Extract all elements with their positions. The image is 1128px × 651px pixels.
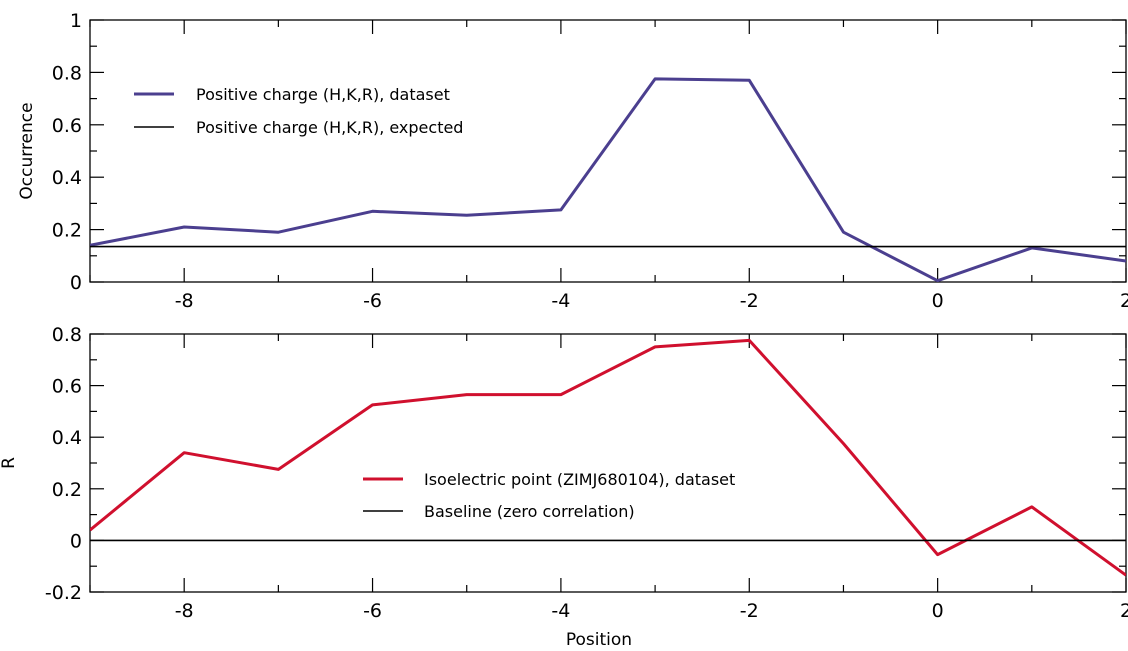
legend-label: Isoelectric point (ZIMJ680104), dataset <box>424 470 735 489</box>
correlation-panel: -0.2 0 0.2 0.4 0.6 0.8 -8 -6 -4 -2 0 2 R Position Isoe… <box>0 324 1128 650</box>
x-tick-label: -6 <box>363 600 382 622</box>
x-tick-label: 0 <box>932 290 944 312</box>
y-tick-label: 0.6 <box>52 115 82 137</box>
legend-label: Positive charge (H,K,R), expected <box>196 118 463 137</box>
y-tick-label: 0.8 <box>52 324 82 346</box>
x-axis-label: Position <box>566 630 632 650</box>
legend-label: Positive charge (H,K,R), dataset <box>196 85 450 104</box>
y-tick-label: 0.4 <box>52 167 82 189</box>
y-tick-label: 0.4 <box>52 427 82 449</box>
y-tick-label: 0 <box>70 530 82 552</box>
occurrence-panel: 0 0.2 0.4 0.6 0.8 1 -8 -6 -4 -2 0 2 Occurrence Positi… <box>17 10 1128 312</box>
x-tick-label: -8 <box>175 600 194 622</box>
y-tick-label: 0.2 <box>52 220 82 242</box>
y-axis-label: Occurrence <box>17 102 37 199</box>
x-tick-label: -2 <box>740 600 759 622</box>
series-line-dataset <box>90 338 1126 577</box>
x-tick-label: 2 <box>1120 290 1128 312</box>
y-tick-label: 0 <box>70 272 82 294</box>
legend-label: Baseline (zero correlation) <box>424 502 635 521</box>
x-tick-label: -4 <box>551 290 570 312</box>
y-tick-label: 1 <box>70 10 82 32</box>
x-tick-label: -8 <box>175 290 194 312</box>
x-tick-label: 0 <box>932 600 944 622</box>
y-tick-label: -0.2 <box>45 582 82 604</box>
y-axis-label: R <box>0 457 19 469</box>
x-tick-label: -6 <box>363 290 382 312</box>
y-tick-label: 0.2 <box>52 479 82 501</box>
x-tick-label: 2 <box>1120 600 1128 622</box>
series-line-dataset <box>90 77 1126 282</box>
y-tick-label: 0.6 <box>52 376 82 398</box>
x-tick-label: -4 <box>551 600 570 622</box>
y-tick-label: 0.8 <box>52 62 82 84</box>
plot-frame <box>89 19 1127 283</box>
x-tick-label: -2 <box>740 290 759 312</box>
